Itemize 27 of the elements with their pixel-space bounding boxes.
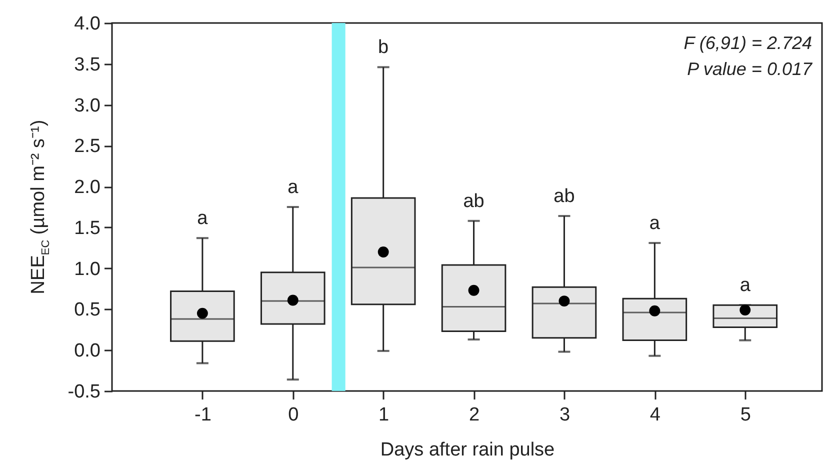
y-tick-label: 1.0 bbox=[74, 258, 100, 280]
x-axis-title: Days after rain pulse bbox=[380, 440, 555, 460]
x-tick-label: -1 bbox=[194, 404, 212, 426]
annotation: a bbox=[740, 275, 751, 296]
annotation: b bbox=[378, 37, 389, 58]
x-tick-label: 5 bbox=[740, 404, 751, 426]
annotation: ab bbox=[554, 186, 575, 207]
x-tick-label: 3 bbox=[559, 404, 570, 426]
y-tick-label: 0.5 bbox=[74, 300, 100, 321]
annotation: P value = 0.017 bbox=[687, 59, 813, 79]
y-tick-label: 2.5 bbox=[74, 136, 100, 158]
x-tick-label: 1 bbox=[378, 404, 390, 426]
annotation: F (6,91) = 2.724 bbox=[684, 33, 812, 53]
annotation: a bbox=[197, 208, 208, 230]
annotation: ab bbox=[463, 190, 484, 212]
y-tick-label: 3.5 bbox=[74, 54, 100, 76]
y-tick-label: 1.5 bbox=[74, 218, 100, 239]
x-tick-label: 0 bbox=[288, 404, 299, 426]
y-tick-label: 2.0 bbox=[74, 177, 100, 198]
y-tick-label: 0.0 bbox=[74, 340, 100, 362]
y-tick-label: -0.5 bbox=[68, 382, 100, 402]
y-tick-label: 4.0 bbox=[74, 14, 100, 34]
annotation: a bbox=[649, 212, 660, 234]
annotation: a bbox=[288, 177, 299, 198]
y-tick-label: 3.0 bbox=[74, 95, 100, 116]
x-tick-label: 4 bbox=[650, 404, 661, 426]
x-tick-label: 2 bbox=[468, 404, 480, 426]
